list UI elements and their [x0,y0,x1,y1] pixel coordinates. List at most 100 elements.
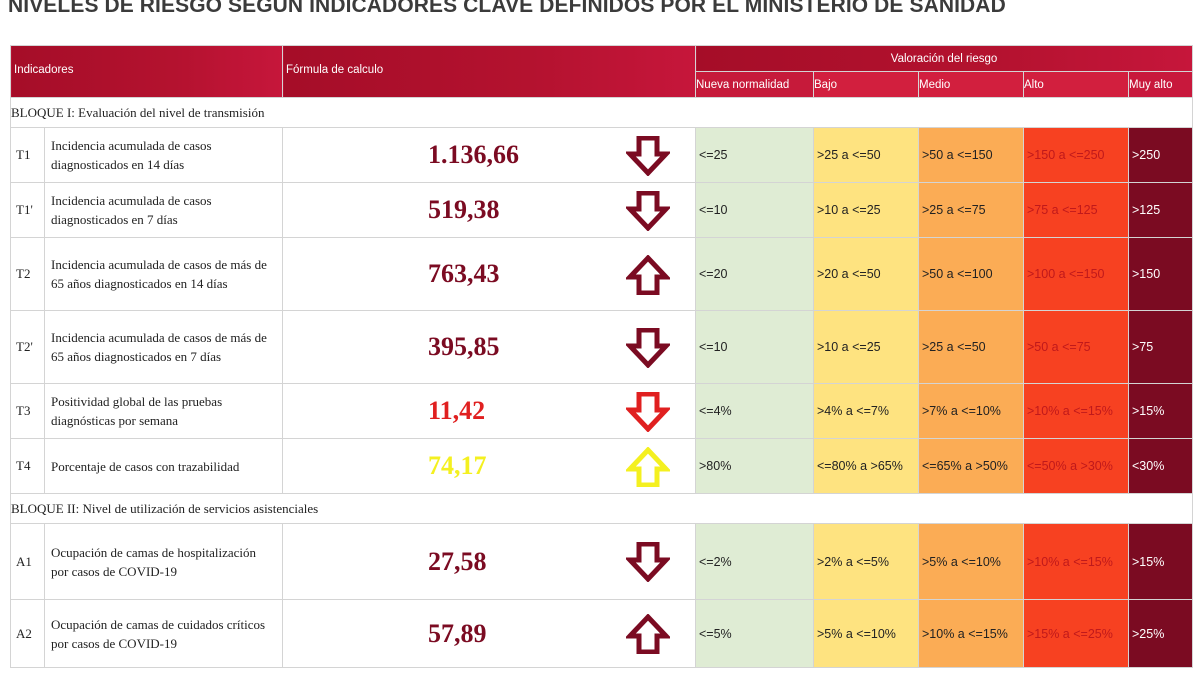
arrow-down-icon [624,391,672,433]
header-level-alto: Alto [1023,71,1129,98]
table-body: BLOQUE I: Evaluación del nivel de transm… [9,97,1194,668]
indicator-code: T3 [10,383,45,439]
threshold-muy-alto: >250 [1127,127,1194,183]
threshold-alto: >10% a <=15% [1023,383,1129,439]
threshold-bajo: >2% a <=5% [813,523,919,600]
indicator-code: A2 [10,599,45,668]
threshold-medio: >25 a <=75 [918,182,1024,238]
formula-cell: 1.136,66 [282,127,696,183]
formula-cell: 57,89 [282,599,696,668]
threshold-bajo: >5% a <=10% [813,599,919,668]
threshold-bajo: <=80% a >65% [813,438,919,494]
header-indicadores: Indicadores [10,45,283,98]
header-level-nueva-normalidad: Nueva normalidad [695,71,814,98]
threshold-nueva-normalidad: <=25 [695,127,814,183]
formula-cell: 519,38 [282,182,696,238]
indicator-code: A1 [10,523,45,600]
threshold-muy-alto: >75 [1127,310,1194,384]
threshold-nueva-normalidad: <=5% [695,599,814,668]
header-formula: Fórmula de calculo [282,45,696,98]
threshold-alto: >150 a <=250 [1023,127,1129,183]
threshold-nueva-normalidad: <=20 [695,237,814,311]
threshold-alto: <=50% a >30% [1023,438,1129,494]
threshold-muy-alto: >150 [1127,237,1194,311]
block-title: BLOQUE II: Nivel de utilización de servi… [9,493,1194,524]
threshold-alto: >50 a <=75 [1023,310,1129,384]
threshold-medio: >50 a <=100 [918,237,1024,311]
table-row: A2 Ocupación de camas de cuidados crítico… [10,599,1194,668]
table-row: T4 Porcentaje de casos con trazabilidad 74… [10,438,1194,494]
indicator-value: 763,43 [428,259,500,288]
indicator-code: T4 [10,438,45,494]
threshold-muy-alto: >15% [1127,523,1194,600]
table-row: T2 Incidencia acumulada de casos de más d… [10,237,1194,311]
arrow-up-icon [624,253,672,295]
header-level-medio: Medio [918,71,1024,98]
arrow-down-icon [624,190,672,232]
arrow-up-icon [624,613,672,655]
block-title: BLOQUE I: Evaluación del nivel de transm… [9,97,1194,128]
arrow-down-icon [624,327,672,369]
indicator-value: 395,85 [428,332,500,361]
indicator-code: T2 [10,237,45,311]
formula-cell: 11,42 [282,383,696,439]
block-header-row: BLOQUE II: Nivel de utilización de servi… [9,493,1194,524]
header-level-bajo: Bajo [813,71,919,98]
indicator-value: 1.136,66 [428,140,519,169]
threshold-medio: >7% a <=10% [918,383,1024,439]
threshold-muy-alto: >125 [1127,182,1194,238]
indicator-name: Incidencia acumulada de casos de más de … [44,237,283,311]
threshold-nueva-normalidad: >80% [695,438,814,494]
table-row: A1 Ocupación de camas de hospitalización … [10,523,1194,600]
formula-cell: 763,43 [282,237,696,311]
indicator-value: 519,38 [428,195,500,224]
indicator-value: 11,42 [428,396,486,425]
threshold-medio: <=65% a >50% [918,438,1024,494]
indicator-name: Ocupación de camas de cuidados críticos … [44,599,283,668]
threshold-medio: >25 a <=50 [918,310,1024,384]
table-row: T1' Incidencia acumulada de casos diagnos… [10,182,1194,238]
threshold-bajo: >4% a <=7% [813,383,919,439]
threshold-bajo: >25 a <=50 [813,127,919,183]
formula-cell: 395,85 [282,310,696,384]
threshold-nueva-normalidad: <=2% [695,523,814,600]
threshold-bajo: >20 a <=50 [813,237,919,311]
threshold-alto: >75 a <=125 [1023,182,1129,238]
risk-indicators-table: Indicadores Fórmula de calculo Valoració… [9,45,1194,668]
threshold-medio: >50 a <=150 [918,127,1024,183]
table-row: T3 Positividad global de las pruebas diag… [10,383,1194,439]
indicator-value: 57,89 [428,618,487,648]
indicator-name: Porcentaje de casos con trazabilidad [44,438,283,494]
threshold-alto: >15% a <=25% [1023,599,1129,668]
indicator-code: T1 [10,127,45,183]
threshold-bajo: >10 a <=25 [813,182,919,238]
arrow-up-icon [624,445,672,487]
formula-cell: 74,17 [282,438,696,494]
threshold-muy-alto: >15% [1127,383,1194,439]
threshold-muy-alto: >25% [1127,599,1194,668]
threshold-medio: >5% a <=10% [918,523,1024,600]
indicator-name: Incidencia acumulada de casos de más de … [44,310,283,384]
page-title: NIVELES DE RIESGO SEGÚN INDICADORES CLAV… [8,0,1006,17]
formula-cell: 27,58 [282,523,696,600]
indicator-name: Incidencia acumulada de casos diagnostic… [44,127,283,183]
threshold-medio: >10% a <=15% [918,599,1024,668]
indicator-value: 74,17 [428,451,487,480]
indicator-code: T1' [10,182,45,238]
indicator-code: T2' [10,310,45,384]
header-valoracion: Valoración del riesgo [694,45,1194,72]
block-header-row: BLOQUE I: Evaluación del nivel de transm… [9,97,1194,128]
indicator-value: 27,58 [428,546,487,576]
arrow-down-icon [624,135,672,177]
threshold-alto: >100 a <=150 [1023,237,1129,311]
table-row: T2' Incidencia acumulada de casos de más … [10,310,1194,384]
threshold-nueva-normalidad: <=10 [695,182,814,238]
threshold-muy-alto: <30% [1127,438,1194,494]
threshold-bajo: >10 a <=25 [813,310,919,384]
threshold-alto: >10% a <=15% [1023,523,1129,600]
indicator-name: Incidencia acumulada de casos diagnostic… [44,182,283,238]
table-header: Indicadores Fórmula de calculo Valoració… [10,45,1194,98]
indicator-name: Positividad global de las pruebas diagnó… [44,383,283,439]
threshold-nueva-normalidad: <=4% [695,383,814,439]
arrow-down-icon [624,541,672,583]
